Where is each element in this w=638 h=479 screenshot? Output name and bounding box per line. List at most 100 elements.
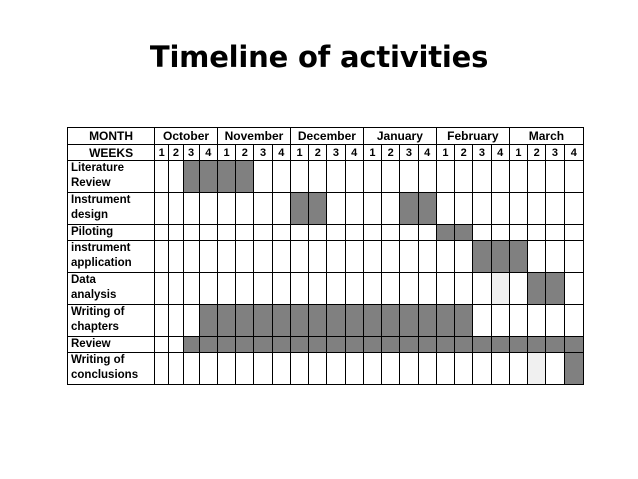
empty-week-cell bbox=[490, 160, 510, 193]
empty-week-cell bbox=[381, 192, 401, 225]
empty-week-cell bbox=[154, 304, 170, 337]
scheduled-week-cell bbox=[454, 224, 474, 241]
activity-row: Data analysis bbox=[66, 272, 585, 305]
activity-label: Review bbox=[66, 336, 156, 353]
scheduled-week-cell bbox=[508, 240, 529, 273]
empty-week-cell bbox=[168, 224, 184, 241]
scheduled-week-cell bbox=[198, 304, 218, 337]
empty-week-cell bbox=[344, 192, 364, 225]
empty-week-cell bbox=[362, 224, 383, 241]
empty-week-cell bbox=[154, 352, 170, 385]
empty-week-cell bbox=[271, 352, 291, 385]
activity-label: Writing of conclusions bbox=[66, 352, 156, 385]
empty-week-cell bbox=[563, 224, 585, 241]
week-number: 1 bbox=[216, 144, 237, 161]
empty-week-cell bbox=[490, 352, 510, 385]
activity-row: Writing of conclusions bbox=[66, 352, 585, 385]
empty-week-cell bbox=[326, 240, 346, 273]
empty-week-cell bbox=[527, 352, 547, 385]
scheduled-week-cell bbox=[344, 304, 364, 337]
scheduled-week-cell bbox=[381, 304, 401, 337]
scheduled-week-cell bbox=[326, 336, 346, 353]
empty-week-cell bbox=[545, 304, 565, 337]
empty-week-cell bbox=[182, 304, 200, 337]
empty-week-cell bbox=[168, 272, 184, 305]
empty-week-cell bbox=[326, 192, 346, 225]
empty-week-cell bbox=[235, 272, 255, 305]
empty-week-cell bbox=[472, 192, 492, 225]
empty-week-cell bbox=[490, 224, 510, 241]
empty-week-cell bbox=[527, 192, 547, 225]
empty-week-cell bbox=[168, 192, 184, 225]
week-number: 2 bbox=[308, 144, 328, 161]
empty-week-cell bbox=[253, 272, 273, 305]
empty-week-cell bbox=[362, 160, 383, 193]
month-march: March bbox=[508, 127, 585, 145]
week-header-label: WEEKS bbox=[66, 144, 156, 161]
empty-week-cell bbox=[289, 240, 310, 273]
empty-week-cell bbox=[168, 304, 184, 337]
empty-week-cell bbox=[344, 224, 364, 241]
scheduled-week-cell bbox=[417, 304, 437, 337]
activity-row: Piloting bbox=[66, 224, 585, 241]
empty-week-cell bbox=[362, 272, 383, 305]
empty-week-cell bbox=[253, 192, 273, 225]
month-february: February bbox=[435, 127, 510, 145]
scheduled-week-cell bbox=[563, 352, 585, 385]
month-november: November bbox=[216, 127, 291, 145]
empty-week-cell bbox=[508, 304, 529, 337]
empty-week-cell bbox=[168, 160, 184, 193]
empty-week-cell bbox=[182, 272, 200, 305]
scheduled-week-cell bbox=[289, 336, 310, 353]
empty-week-cell bbox=[490, 272, 510, 305]
empty-week-cell bbox=[168, 240, 184, 273]
empty-week-cell bbox=[216, 192, 237, 225]
week-number: 4 bbox=[563, 144, 585, 161]
activity-label-line: instrument bbox=[71, 242, 131, 254]
empty-week-cell bbox=[417, 160, 437, 193]
activity-row: instrument application bbox=[66, 240, 585, 273]
empty-week-cell bbox=[508, 224, 529, 241]
scheduled-week-cell bbox=[253, 304, 273, 337]
empty-week-cell bbox=[472, 160, 492, 193]
empty-week-cell bbox=[527, 224, 547, 241]
empty-week-cell bbox=[216, 224, 237, 241]
empty-week-cell bbox=[563, 192, 585, 225]
empty-week-cell bbox=[154, 272, 170, 305]
empty-week-cell bbox=[381, 240, 401, 273]
empty-week-cell bbox=[235, 352, 255, 385]
empty-week-cell bbox=[490, 192, 510, 225]
empty-week-cell bbox=[326, 352, 346, 385]
empty-week-cell bbox=[417, 240, 437, 273]
scheduled-week-cell bbox=[216, 336, 237, 353]
empty-week-cell bbox=[472, 352, 492, 385]
week-number: 3 bbox=[253, 144, 273, 161]
empty-week-cell bbox=[308, 272, 328, 305]
empty-week-cell bbox=[154, 240, 170, 273]
activity-label-line: Writing of bbox=[71, 354, 125, 366]
slide-title: Timeline of activities bbox=[149, 40, 489, 74]
empty-week-cell bbox=[545, 352, 565, 385]
empty-week-cell bbox=[362, 240, 383, 273]
scheduled-week-cell bbox=[308, 192, 328, 225]
week-number: 3 bbox=[545, 144, 565, 161]
empty-week-cell bbox=[308, 240, 328, 273]
empty-week-cell bbox=[289, 352, 310, 385]
empty-week-cell bbox=[271, 224, 291, 241]
empty-week-cell bbox=[198, 240, 218, 273]
empty-week-cell bbox=[454, 272, 474, 305]
empty-week-cell bbox=[545, 160, 565, 193]
empty-week-cell bbox=[563, 160, 585, 193]
empty-week-cell bbox=[289, 272, 310, 305]
scheduled-week-cell bbox=[381, 336, 401, 353]
scheduled-week-cell bbox=[417, 336, 437, 353]
empty-week-cell bbox=[508, 192, 529, 225]
empty-week-cell bbox=[154, 336, 170, 353]
scheduled-week-cell bbox=[271, 304, 291, 337]
scheduled-week-cell bbox=[235, 160, 255, 193]
empty-week-cell bbox=[253, 160, 273, 193]
empty-week-cell bbox=[472, 224, 492, 241]
week-number: 1 bbox=[362, 144, 383, 161]
scheduled-week-cell bbox=[454, 336, 474, 353]
empty-week-cell bbox=[490, 304, 510, 337]
